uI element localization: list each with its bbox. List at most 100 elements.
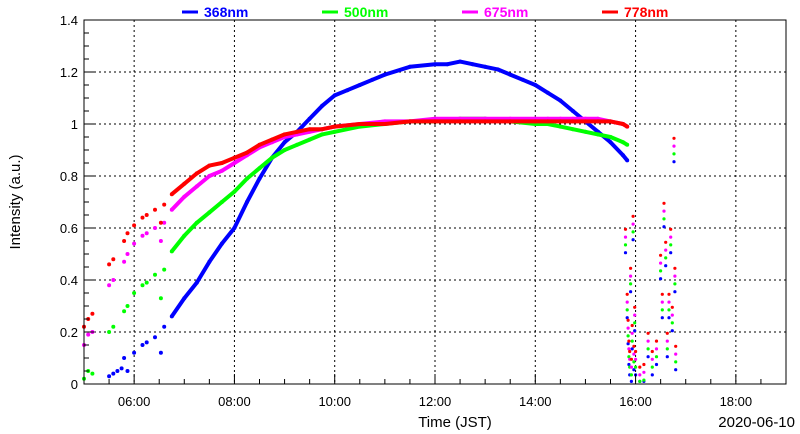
- data-point: [545, 119, 550, 124]
- data-point: [219, 161, 224, 165]
- data-point: [125, 231, 130, 236]
- burst-point: [632, 352, 636, 356]
- burst-point: [629, 357, 634, 361]
- data-point: [332, 129, 337, 134]
- data-point: [158, 296, 163, 301]
- data-point: [132, 223, 137, 228]
- data-point: [111, 257, 116, 262]
- burst-point: [667, 300, 671, 304]
- y-tick-label: 0.2: [60, 325, 78, 340]
- burst-point: [659, 269, 663, 273]
- burst-point: [646, 347, 650, 351]
- data-point: [194, 171, 199, 176]
- burst-point: [664, 248, 668, 252]
- legend: 368nm 500nm 675nm 778nm: [182, 4, 668, 20]
- burst-point: [672, 160, 676, 164]
- burst-point: [667, 292, 671, 296]
- legend-label: 778nm: [624, 4, 668, 20]
- burst-point: [672, 152, 676, 156]
- burst-point: [633, 321, 637, 325]
- data-point: [219, 168, 224, 173]
- data-point: [458, 59, 463, 64]
- data-point: [232, 161, 237, 165]
- data-point: [169, 192, 174, 197]
- burst-point: [625, 308, 629, 312]
- burst-point: [662, 225, 666, 229]
- data-point: [370, 77, 375, 82]
- data-point: [132, 350, 137, 355]
- data-point: [433, 119, 437, 124]
- burst-point: [626, 334, 630, 338]
- data-point: [508, 72, 513, 77]
- y-tick-label: 0.6: [60, 221, 78, 236]
- burst-point: [669, 227, 673, 231]
- data-point: [122, 356, 127, 360]
- burst-point: [673, 290, 677, 294]
- burst-point: [634, 349, 638, 354]
- data-point: [107, 283, 112, 288]
- burst-point: [623, 227, 628, 231]
- data-point: [111, 324, 116, 329]
- burst-point: [623, 243, 628, 247]
- x-tick-label: 12:00: [419, 394, 452, 409]
- y-tick-label: 1.2: [60, 65, 78, 80]
- burst-point: [665, 347, 669, 351]
- data-point: [144, 231, 149, 236]
- burst-point: [650, 349, 654, 354]
- data-point: [107, 330, 112, 334]
- data-point: [257, 166, 262, 171]
- data-point: [207, 210, 212, 215]
- axis-ticks: 06:00 08:00 10:00 12:00 14:00 16:00 18:00 0 0.2 0…: [60, 13, 787, 409]
- burst-point: [625, 300, 629, 304]
- data-point: [162, 324, 167, 329]
- data-point: [169, 207, 174, 212]
- burst-point: [629, 373, 634, 377]
- data-point: [445, 62, 450, 67]
- burst-point: [642, 370, 646, 374]
- burst-point: [628, 349, 632, 354]
- y-tick-label: 0.8: [60, 169, 78, 184]
- data-point: [307, 127, 312, 132]
- burst-point: [660, 300, 664, 304]
- data-point: [558, 124, 563, 129]
- burst-point: [665, 355, 669, 359]
- burst-point: [646, 331, 650, 335]
- data-point: [169, 314, 174, 319]
- data-point: [483, 119, 488, 124]
- data-point: [194, 220, 199, 225]
- burst-point: [669, 243, 673, 247]
- x-tick-label: 14:00: [519, 394, 552, 409]
- burst-point: [632, 360, 636, 364]
- data-point: [320, 127, 325, 132]
- burst-point: [670, 329, 674, 333]
- burst-point: [633, 329, 637, 333]
- data-point: [122, 259, 127, 264]
- data-point: [332, 93, 337, 98]
- data-point: [570, 109, 575, 113]
- burst-point: [626, 342, 630, 346]
- burst-point: [625, 292, 629, 296]
- data-point: [332, 124, 337, 129]
- data-point: [570, 119, 575, 124]
- burst-point: [672, 144, 676, 148]
- data-point: [153, 272, 157, 277]
- burst-point: [667, 308, 671, 312]
- x-axis-label: Time (JST): [418, 414, 492, 431]
- data-point: [583, 129, 588, 134]
- burst-point: [634, 365, 638, 369]
- burst-point: [669, 235, 673, 239]
- data-point: [608, 140, 613, 145]
- data-point: [257, 142, 262, 147]
- burst-point: [672, 136, 676, 140]
- data-point: [345, 88, 350, 93]
- burst-point: [626, 326, 630, 330]
- data-point: [115, 369, 120, 373]
- data-point: [132, 241, 137, 246]
- data-point: [282, 132, 287, 137]
- burst-point: [629, 282, 633, 286]
- burst-point: [673, 282, 677, 286]
- data-point: [140, 215, 145, 220]
- burst-point: [638, 379, 642, 383]
- data-point: [90, 371, 95, 376]
- y-tick-label: 0: [71, 377, 78, 392]
